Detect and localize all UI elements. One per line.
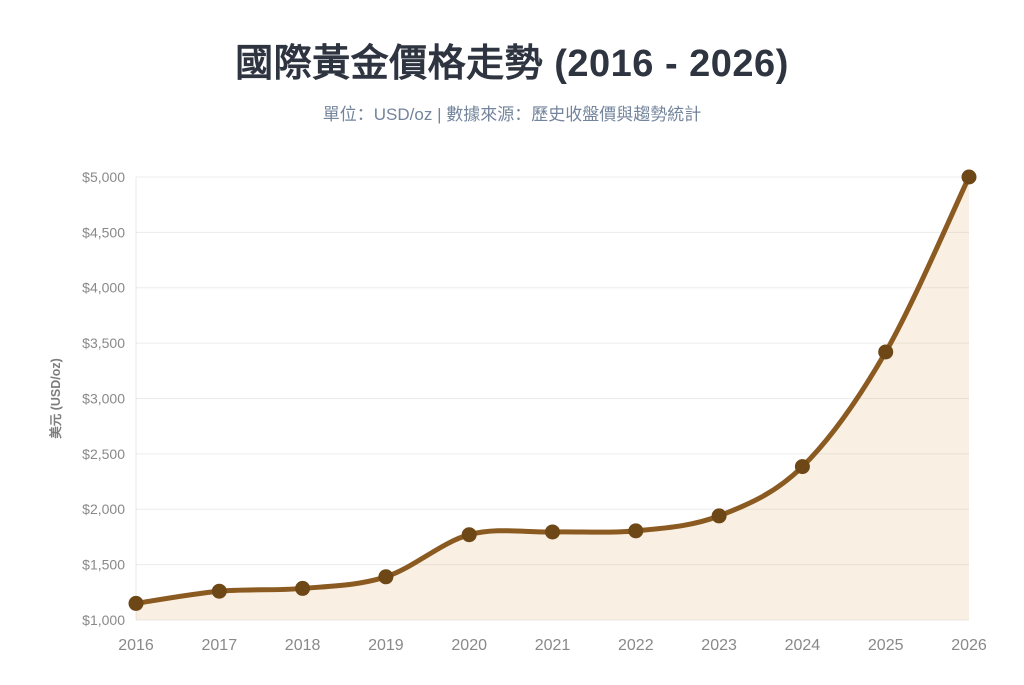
data-point-2026[interactable] <box>961 169 977 185</box>
price-line <box>133 174 972 606</box>
y-tick-label-4000: $4,000 <box>82 280 125 296</box>
y-tick-label-2000: $2,000 <box>82 501 125 517</box>
y-tick-label-3500: $3,500 <box>82 335 125 351</box>
data-point-2024[interactable] <box>794 459 810 475</box>
data-point-2019[interactable] <box>378 569 394 585</box>
x-tick-label-2021: 2021 <box>535 637 571 654</box>
data-point-2022[interactable] <box>628 523 644 539</box>
y-tick-label-4500: $4,500 <box>82 224 125 240</box>
x-tick-label-2023: 2023 <box>701 637 737 654</box>
x-tick-label-2019: 2019 <box>368 637 404 654</box>
data-point-2018[interactable] <box>295 580 311 596</box>
x-tick-label-2020: 2020 <box>451 637 487 654</box>
x-tick-label-2016: 2016 <box>118 637 154 654</box>
y-tick-label-2500: $2,500 <box>82 446 125 462</box>
data-point-2025[interactable] <box>878 344 894 360</box>
x-tick-label-2017: 2017 <box>202 637 238 654</box>
x-tick-label-2025: 2025 <box>868 637 904 654</box>
data-point-2016[interactable] <box>128 595 144 611</box>
area-fill <box>136 177 969 620</box>
data-point-2023[interactable] <box>711 508 727 524</box>
x-tick-label-2024: 2024 <box>785 637 821 654</box>
x-tick-label-2018: 2018 <box>285 637 321 654</box>
y-tick-label-5000: $5,000 <box>82 169 125 185</box>
data-point-2017[interactable] <box>211 583 227 599</box>
y-axis-title: 美元 (USD/oz) <box>48 358 63 439</box>
data-point-2020[interactable] <box>461 527 477 543</box>
data-point-2021[interactable] <box>545 524 560 540</box>
x-tick-label-2022: 2022 <box>618 637 654 654</box>
y-tick-label-3000: $3,000 <box>82 390 125 406</box>
y-tick-label-1000: $1,000 <box>82 612 125 628</box>
x-tick-label-2026: 2026 <box>951 637 987 654</box>
y-tick-label-1500: $1,500 <box>82 557 125 573</box>
